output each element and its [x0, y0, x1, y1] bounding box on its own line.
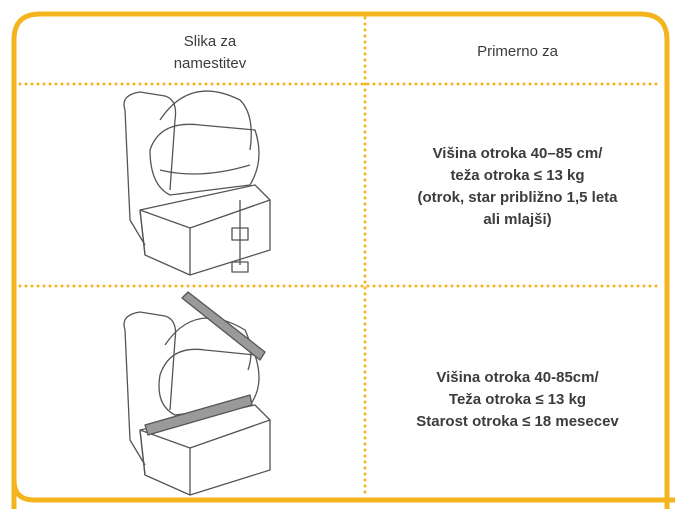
cell-text: Višina otroka 40–85 cm/: [432, 145, 603, 162]
seat-illustration-1: [123, 90, 271, 276]
cell-text: (otrok, star približno 1,5 leta: [417, 189, 618, 206]
cell-text: Višina otroka 40-85cm/: [436, 369, 599, 386]
header-text: Slika za: [183, 33, 237, 50]
header-text: Primerno za: [477, 43, 558, 60]
cell-text: ali mlajši): [483, 211, 552, 228]
suitability-cell: Višina otroka 40-85cm/ Teža otroka ≤ 13 …: [370, 367, 665, 433]
header-cell: Slika za namestitev: [60, 31, 360, 75]
cell-text: Starost otroka ≤ 18 mesecev: [416, 413, 619, 430]
cell-text: teža otroka ≤ 13 kg: [450, 167, 585, 184]
frame-border: [11, 479, 675, 503]
frame-border: [11, 11, 670, 509]
header-text: namestitev: [173, 55, 247, 72]
header-cell: Primerno za: [370, 41, 665, 63]
suitability-cell: Višina otroka 40–85 cm/ teža otroka ≤ 13…: [370, 143, 665, 231]
cell-text: Teža otroka ≤ 13 kg: [448, 391, 587, 408]
seat-illustration-2: [123, 291, 271, 496]
